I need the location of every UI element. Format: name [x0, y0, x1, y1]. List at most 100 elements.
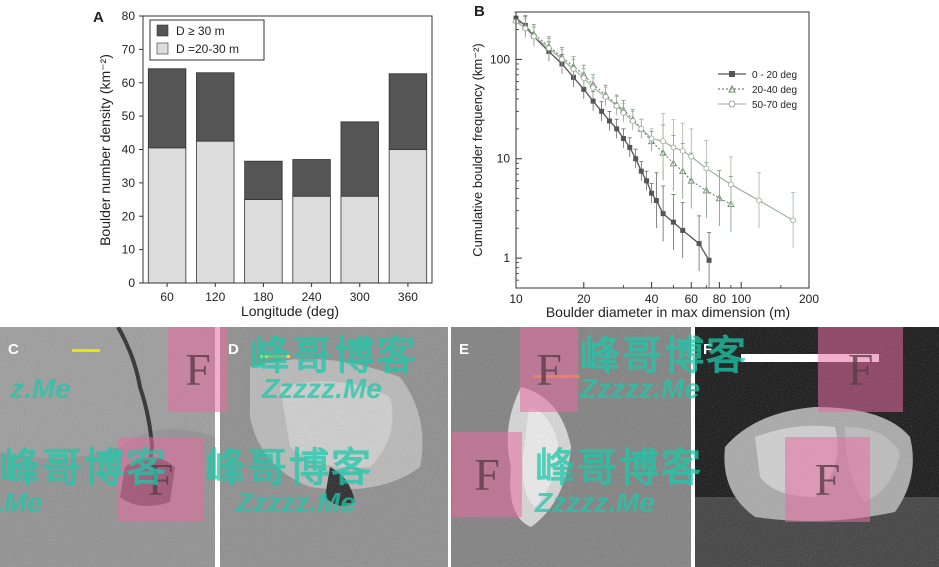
- bar-chart-longitude: A 0 10 20 30 40 50 60 70 80 60 120 180 240 300 360 Lo…: [93, 9, 433, 319]
- legend-swatch-medium: [156, 42, 169, 55]
- point-50-70: [728, 181, 734, 188]
- point-0-20: [581, 86, 587, 92]
- boulder-image-strip: C D E: [0, 327, 939, 567]
- y-axis-label-a: Boulder number density (km⁻²): [97, 54, 113, 246]
- y-tick-label-a: 10: [122, 243, 136, 257]
- photo-panel-d: D: [220, 327, 448, 567]
- scale-bar-c: [72, 349, 100, 352]
- point-50-70: [638, 125, 645, 132]
- legend-marker-50-70: [728, 100, 736, 108]
- point-0-20: [614, 126, 620, 132]
- bar-d20-30: [196, 140, 235, 284]
- legend-a: D ≥ 30 m D =20-30 m: [149, 19, 265, 61]
- point-0-20: [620, 135, 626, 141]
- y-tick-label-a: 0: [128, 276, 135, 290]
- panel-label-e: E: [459, 341, 470, 358]
- point-0-20: [680, 227, 686, 233]
- x-tick-label-a: 360: [398, 290, 418, 304]
- x-axis-label-b: Boulder diameter in max dimension (m): [546, 304, 790, 320]
- point-50-70: [590, 84, 597, 91]
- legend-marker-0-20: [729, 71, 735, 77]
- plot-frame-b: [515, 11, 810, 289]
- point-50-70: [648, 135, 655, 142]
- point-50-70: [546, 45, 552, 51]
- x-tick-label-a: 60: [160, 290, 174, 304]
- point-0-20: [653, 197, 659, 203]
- bar-d30-plus: [340, 121, 379, 197]
- y-tick-label-a: 50: [122, 109, 136, 123]
- x-tick-label-a: 120: [205, 290, 225, 304]
- legend-label-0-20: 0 - 20 deg: [752, 70, 797, 81]
- point-50-70: [559, 56, 565, 63]
- series-line-2: [515, 21, 794, 221]
- legend-label-20-40: 20-40 deg: [752, 85, 797, 96]
- bar-d20-30: [388, 149, 428, 284]
- legend-b: 0 - 20 deg 20-40 deg 50-70 deg: [718, 70, 797, 111]
- x-tick-label-b: 200: [799, 292, 819, 306]
- log-line-chart-diameter: B 1 10 100 10 20 40 60 80 100 200 Boulder diamet…: [470, 3, 819, 320]
- point-50-70: [613, 103, 620, 109]
- y-tick-label-b: 1: [503, 251, 510, 265]
- x-tick-label-a: 240: [302, 290, 322, 304]
- y-axis-label-b: Cumulative boulder frequency (km⁻²): [470, 43, 485, 257]
- bar-d30-plus: [388, 73, 428, 150]
- series-line-0: [515, 17, 710, 261]
- panel-label-c: C: [8, 341, 19, 358]
- y-tick-label-a: 70: [122, 42, 136, 56]
- y-tick-label-a: 60: [122, 76, 136, 90]
- y-tick-label-a: 20: [122, 209, 136, 223]
- legend-label-medium: D =20-30 m: [176, 42, 239, 56]
- panel-label-b: B: [474, 3, 485, 20]
- watermark-logo: F: [452, 432, 522, 517]
- watermark-logo: F: [785, 437, 870, 522]
- x-tick-label-b: 40: [645, 292, 659, 306]
- y-tick-label-a: 40: [122, 143, 136, 157]
- legend-swatch-large: [156, 24, 169, 37]
- bar-d30-plus: [196, 72, 235, 142]
- point-20-40: [715, 194, 724, 202]
- bar-d30-plus: [292, 159, 331, 197]
- legend-label-50-70: 50-70 deg: [752, 100, 797, 111]
- point-50-70: [703, 165, 710, 172]
- point-50-70: [580, 75, 587, 81]
- watermark-logo: F: [118, 437, 203, 522]
- point-50-70: [790, 217, 797, 224]
- point-50-70: [620, 109, 627, 116]
- watermark-logo: F: [168, 327, 228, 412]
- point-0-20: [706, 257, 712, 263]
- point-0-20: [660, 211, 666, 217]
- panel-label-a: A: [93, 9, 104, 26]
- x-tick-label-b: 10: [509, 292, 523, 306]
- x-axis-label-a: Longitude (deg): [241, 303, 339, 319]
- x-tick-label-a: 300: [350, 290, 370, 304]
- bar-d20-30: [292, 195, 331, 284]
- point-0-20: [627, 144, 633, 150]
- watermark-logo: F: [818, 327, 903, 412]
- point-50-70: [756, 197, 762, 204]
- point-50-70: [670, 144, 677, 151]
- y-tick-label-b: 100: [490, 52, 510, 66]
- bar-d30-plus: [244, 160, 283, 200]
- y-tick-label-b: 10: [497, 152, 511, 166]
- scale-bar-d: [260, 355, 290, 358]
- point-50-70: [629, 118, 636, 124]
- point-50-70: [522, 25, 529, 32]
- x-tick-label-a: 180: [253, 290, 273, 304]
- y-tick-label-a: 80: [122, 9, 136, 23]
- point-50-70: [570, 66, 577, 72]
- boulder-photo-d: [220, 327, 448, 567]
- bar-d30-plus: [147, 68, 187, 149]
- point-0-20: [696, 241, 702, 247]
- point-0-20: [670, 219, 676, 225]
- point-0-20: [638, 168, 644, 174]
- bar-d20-30: [244, 199, 283, 284]
- scale-bar-f: [741, 354, 879, 362]
- point-50-70: [602, 93, 609, 100]
- watermark-logo: F: [520, 327, 578, 412]
- point-0-20: [633, 156, 639, 162]
- point-0-20: [606, 118, 612, 124]
- x-tick-label-b: 100: [731, 292, 751, 306]
- point-50-70: [660, 138, 667, 145]
- point-50-70: [530, 33, 537, 40]
- panel-label-f: F: [703, 341, 713, 358]
